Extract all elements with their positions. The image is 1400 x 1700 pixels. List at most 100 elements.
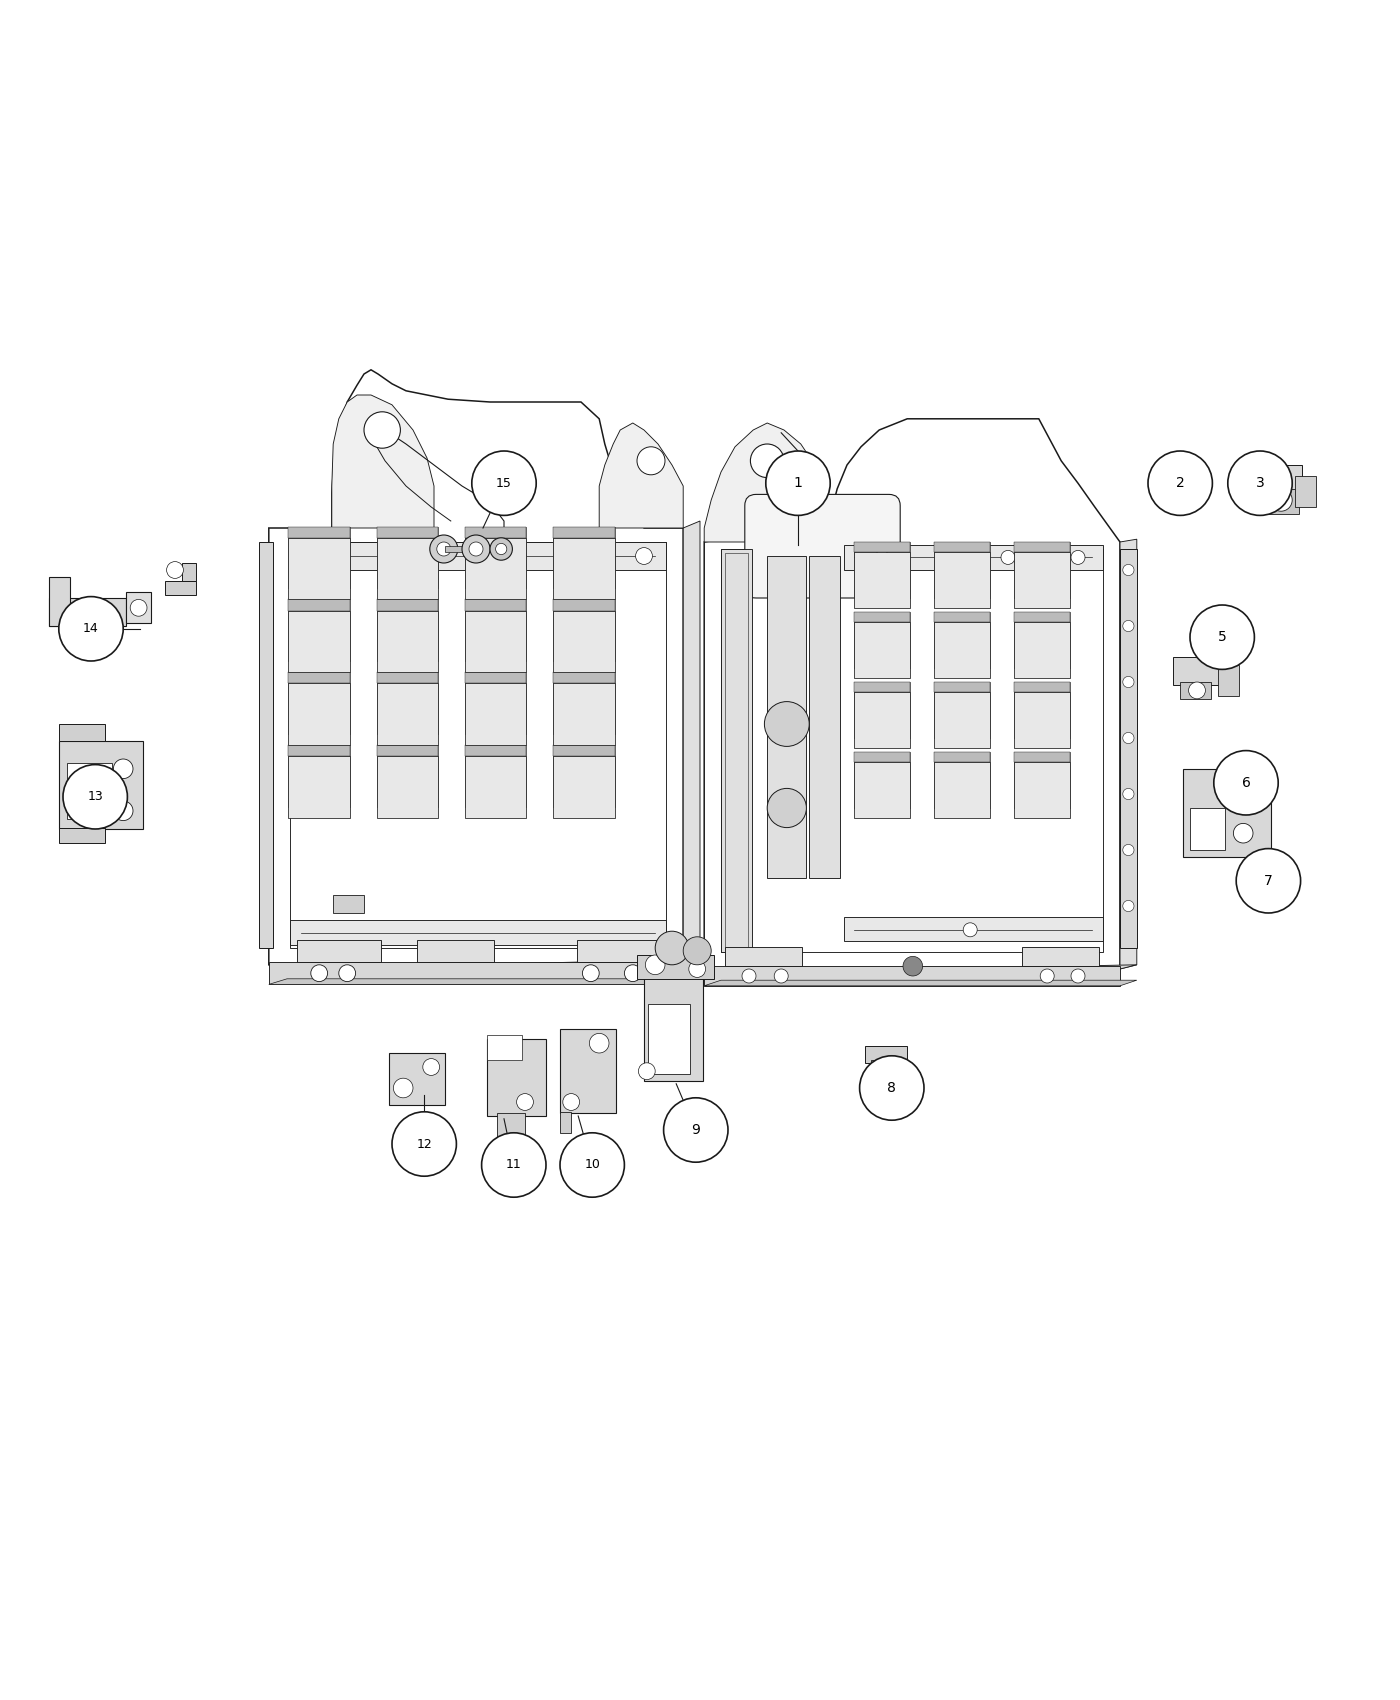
Circle shape bbox=[689, 960, 706, 977]
Polygon shape bbox=[465, 527, 526, 588]
Circle shape bbox=[560, 1132, 624, 1197]
Circle shape bbox=[1123, 564, 1134, 576]
Polygon shape bbox=[288, 745, 350, 806]
Polygon shape bbox=[59, 724, 105, 741]
Polygon shape bbox=[465, 600, 526, 661]
Polygon shape bbox=[854, 542, 910, 598]
Text: 7: 7 bbox=[1264, 874, 1273, 887]
Circle shape bbox=[1123, 733, 1134, 743]
FancyBboxPatch shape bbox=[290, 920, 666, 945]
Polygon shape bbox=[553, 745, 615, 756]
FancyBboxPatch shape bbox=[259, 542, 273, 949]
Circle shape bbox=[1123, 845, 1134, 855]
Text: 3: 3 bbox=[1256, 476, 1264, 490]
FancyBboxPatch shape bbox=[290, 542, 666, 570]
Polygon shape bbox=[288, 672, 350, 683]
FancyBboxPatch shape bbox=[1120, 549, 1137, 949]
FancyBboxPatch shape bbox=[721, 549, 752, 952]
Polygon shape bbox=[1249, 466, 1302, 493]
Polygon shape bbox=[465, 745, 526, 756]
Polygon shape bbox=[377, 600, 438, 610]
Polygon shape bbox=[1014, 762, 1070, 818]
Circle shape bbox=[1270, 490, 1292, 512]
Circle shape bbox=[1228, 450, 1292, 515]
FancyBboxPatch shape bbox=[809, 556, 840, 877]
Circle shape bbox=[1071, 969, 1085, 983]
Polygon shape bbox=[465, 745, 526, 806]
FancyBboxPatch shape bbox=[844, 544, 1103, 570]
Polygon shape bbox=[288, 745, 350, 756]
Polygon shape bbox=[854, 682, 910, 738]
Polygon shape bbox=[465, 527, 526, 537]
Polygon shape bbox=[465, 683, 526, 745]
Polygon shape bbox=[704, 966, 1137, 972]
FancyBboxPatch shape bbox=[1218, 665, 1239, 695]
FancyBboxPatch shape bbox=[67, 763, 112, 819]
Polygon shape bbox=[1267, 490, 1299, 513]
FancyBboxPatch shape bbox=[1170, 452, 1184, 473]
FancyBboxPatch shape bbox=[445, 546, 473, 552]
Polygon shape bbox=[553, 600, 615, 610]
FancyBboxPatch shape bbox=[648, 1005, 690, 1074]
Polygon shape bbox=[377, 745, 438, 806]
Polygon shape bbox=[854, 612, 910, 622]
Polygon shape bbox=[553, 756, 615, 818]
Circle shape bbox=[875, 551, 889, 564]
FancyBboxPatch shape bbox=[767, 556, 806, 877]
Text: 5: 5 bbox=[1218, 631, 1226, 644]
Polygon shape bbox=[288, 683, 350, 745]
Polygon shape bbox=[269, 371, 683, 966]
Circle shape bbox=[364, 411, 400, 449]
Polygon shape bbox=[389, 1052, 445, 1105]
Circle shape bbox=[1148, 450, 1212, 515]
Polygon shape bbox=[553, 610, 615, 672]
Circle shape bbox=[1214, 751, 1278, 814]
Circle shape bbox=[1123, 901, 1134, 911]
Text: 10: 10 bbox=[584, 1158, 601, 1171]
Circle shape bbox=[423, 1059, 440, 1076]
Text: 13: 13 bbox=[87, 790, 104, 804]
Polygon shape bbox=[644, 969, 703, 1081]
Circle shape bbox=[311, 966, 328, 981]
Circle shape bbox=[430, 536, 458, 563]
Circle shape bbox=[496, 544, 507, 554]
Polygon shape bbox=[934, 542, 990, 598]
Circle shape bbox=[1123, 789, 1134, 799]
Polygon shape bbox=[465, 600, 526, 610]
Polygon shape bbox=[1014, 612, 1070, 668]
FancyBboxPatch shape bbox=[1022, 947, 1099, 966]
Polygon shape bbox=[854, 552, 910, 609]
Text: 15: 15 bbox=[496, 476, 512, 490]
Circle shape bbox=[1123, 620, 1134, 632]
Polygon shape bbox=[1183, 768, 1271, 857]
Circle shape bbox=[767, 789, 806, 828]
Polygon shape bbox=[934, 751, 990, 762]
Circle shape bbox=[766, 450, 830, 515]
Polygon shape bbox=[704, 981, 1137, 986]
Polygon shape bbox=[1014, 612, 1070, 622]
Polygon shape bbox=[553, 672, 615, 683]
Circle shape bbox=[1123, 677, 1134, 687]
Polygon shape bbox=[934, 612, 990, 622]
Polygon shape bbox=[553, 527, 615, 537]
Polygon shape bbox=[560, 1028, 616, 1114]
Polygon shape bbox=[854, 762, 910, 818]
Polygon shape bbox=[1173, 656, 1229, 685]
Polygon shape bbox=[59, 741, 143, 830]
Circle shape bbox=[1257, 876, 1291, 910]
Circle shape bbox=[63, 765, 127, 830]
Circle shape bbox=[1233, 823, 1253, 843]
Polygon shape bbox=[288, 527, 350, 537]
Polygon shape bbox=[871, 1061, 902, 1076]
Polygon shape bbox=[377, 527, 438, 588]
Circle shape bbox=[462, 536, 490, 563]
Circle shape bbox=[1190, 605, 1254, 670]
Circle shape bbox=[469, 542, 483, 556]
Circle shape bbox=[59, 597, 123, 661]
Polygon shape bbox=[1014, 682, 1070, 692]
Circle shape bbox=[1236, 848, 1301, 913]
Polygon shape bbox=[465, 672, 526, 734]
Circle shape bbox=[393, 1078, 413, 1098]
Circle shape bbox=[1040, 969, 1054, 983]
Polygon shape bbox=[553, 683, 615, 745]
